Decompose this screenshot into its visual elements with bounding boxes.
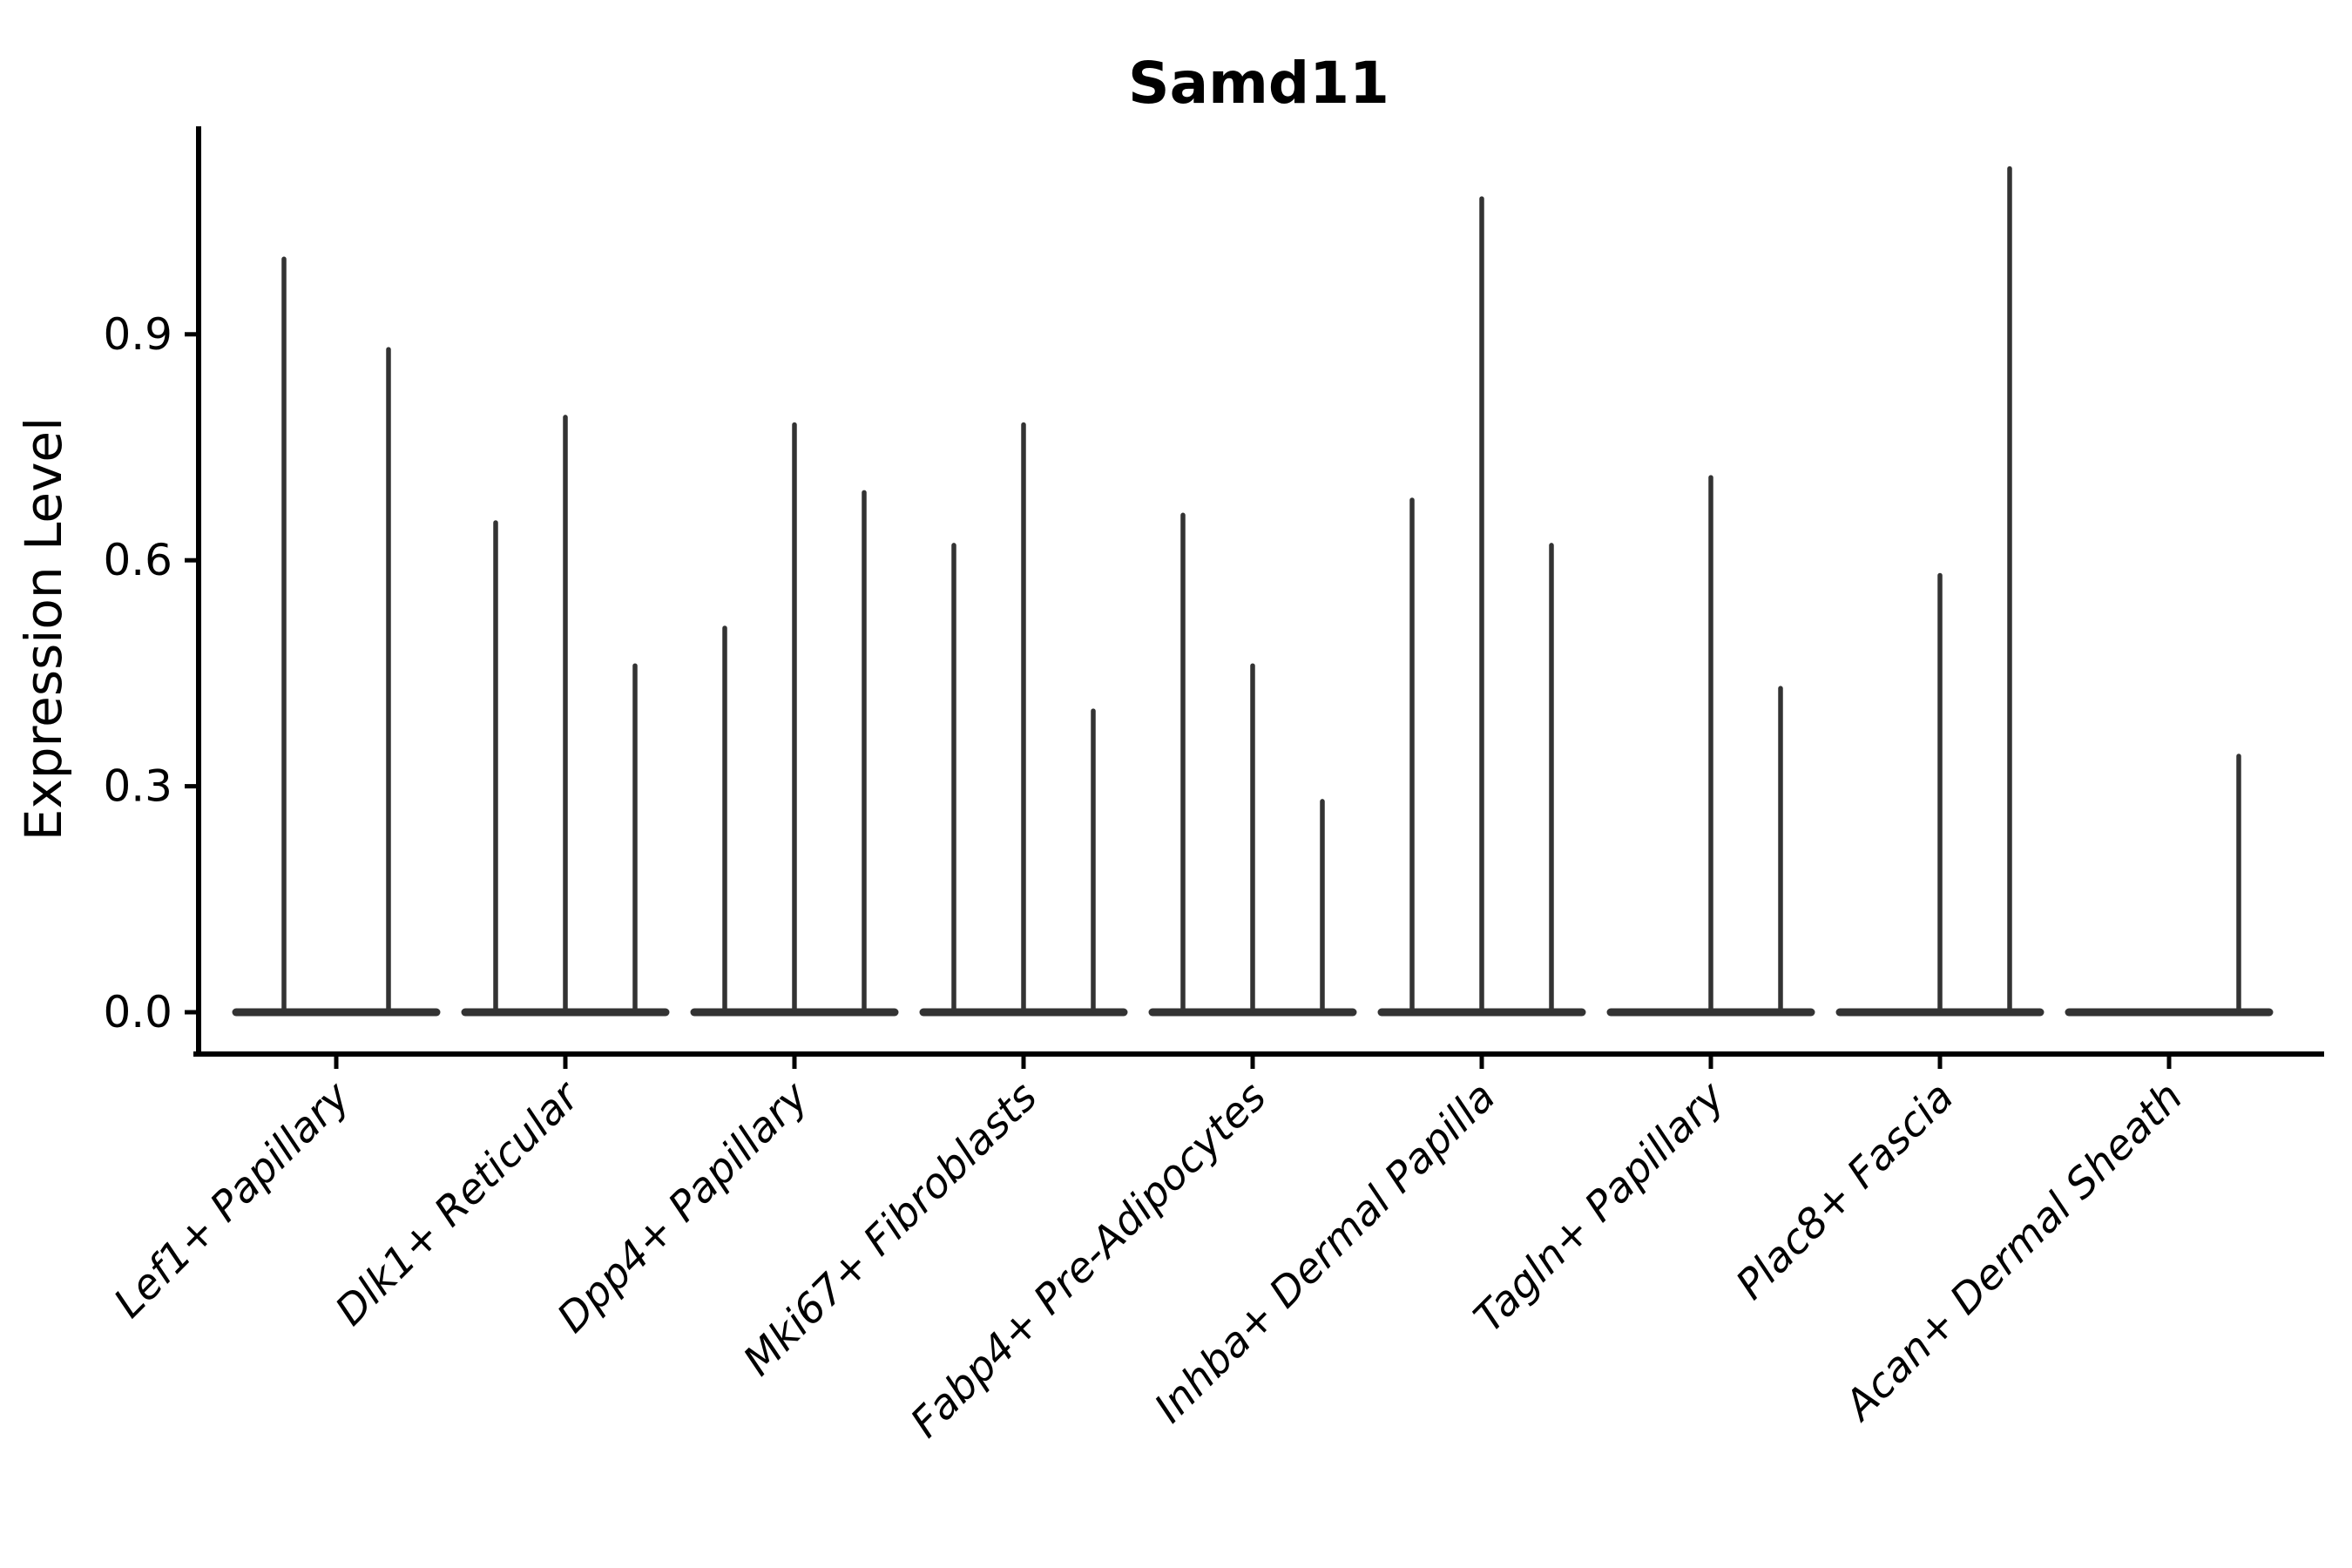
- y-tick-label: 0.9: [103, 309, 172, 360]
- y-axis-ticks: 0.0 0.3 0.6 0.9: [103, 309, 199, 1037]
- x-category-label: Dpp4+ Papillary: [548, 1072, 818, 1342]
- y-axis-title: Expression Level: [14, 417, 73, 841]
- x-category-label: Dlk1+ Reticular: [327, 1071, 591, 1335]
- x-category-label: Lef1+ Papillary: [105, 1072, 360, 1328]
- y-tick-label: 0.3: [103, 761, 172, 812]
- y-tick-label: 0.6: [103, 535, 172, 585]
- chart-title: Samd11: [1128, 50, 1389, 117]
- x-category-label: Plac8+ Fascia: [1727, 1073, 1963, 1309]
- violins: [232, 166, 2274, 1017]
- x-axis-ticks: [334, 1054, 2172, 1069]
- x-category-label: Tagln+ Papillary: [1465, 1072, 1735, 1342]
- y-tick-label: 0.0: [103, 987, 172, 1037]
